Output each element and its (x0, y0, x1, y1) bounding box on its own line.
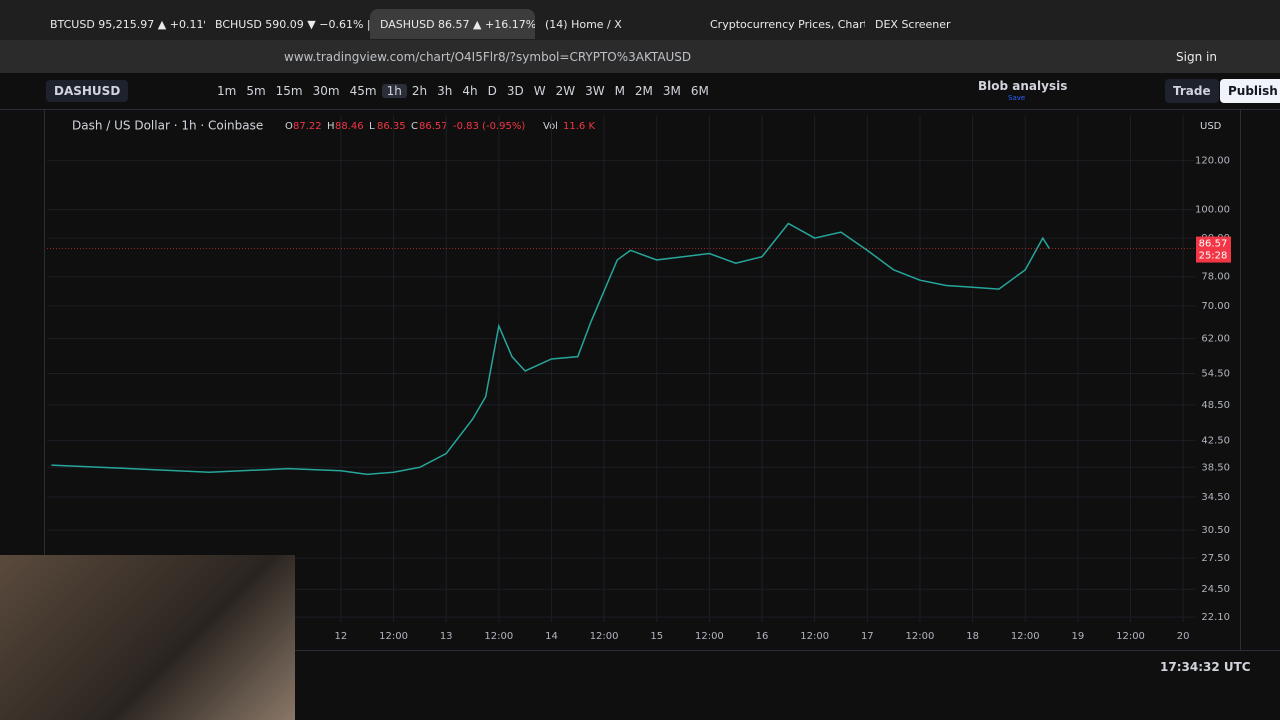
interval[interactable]: 2h (411, 84, 428, 98)
x-tick-label: 12:00 (379, 631, 408, 642)
interval[interactable]: M (614, 84, 625, 98)
y-tick-label: 48.50 (1201, 400, 1230, 411)
interval[interactable]: 6M (690, 84, 709, 98)
tab-bar: BTCUSD 95,215.97 ▲ +0.11% BCHUSD 590.09 ▼… (0, 0, 1280, 40)
x-tick-label: 13 (440, 631, 453, 642)
interval[interactable]: 5m (246, 84, 266, 98)
y-tick-label: 54.50 (1201, 368, 1230, 379)
x-tick-label: 12:00 (1011, 631, 1040, 642)
ohlc-value: 88.46 (335, 121, 364, 132)
ohlc-key: L (369, 121, 375, 132)
y-tick-label: 30.50 (1201, 525, 1230, 536)
url[interactable]: www.tradingview.com/chart/O4I5Flr8/?symb… (284, 49, 692, 64)
x-tick-label: 16 (756, 631, 769, 642)
trade-button[interactable]: Trade (1165, 79, 1219, 103)
tab[interactable]: Cryptocurrency Prices, Chart (710, 17, 865, 31)
x-tick-label: 12:00 (906, 631, 935, 642)
x-tick-label: 14 (545, 631, 558, 642)
interval[interactable]: 3W (585, 84, 605, 98)
y-tick-label: 24.50 (1201, 584, 1230, 595)
price-tag-value: 86.57 (1199, 239, 1228, 250)
y-tick-label: 62.00 (1201, 334, 1230, 345)
interval[interactable]: 45m (349, 84, 377, 98)
interval[interactable]: W (533, 84, 546, 98)
price-tag (1196, 236, 1231, 263)
interval[interactable]: D (487, 84, 497, 98)
ohlc-value: 86.35 (377, 121, 406, 132)
vol-key: Vol (543, 121, 558, 132)
tab[interactable]: BTCUSD 95,215.97 ▲ +0.11% (50, 17, 205, 31)
legend-title: Dash / US Dollar · 1h · Coinbase (72, 119, 263, 133)
price-line (51, 222, 1050, 476)
interval[interactable]: 15m (275, 84, 303, 98)
x-tick-label: 15 (650, 631, 663, 642)
ohlc-value: 86.57 (419, 121, 448, 132)
ohlc-key: H (327, 121, 335, 132)
currency[interactable]: USD (1200, 121, 1222, 132)
x-tick-label: 19 (1072, 631, 1085, 642)
change: -0.83 (-0.95%) (453, 121, 525, 132)
y-tick-label: 100.00 (1195, 205, 1230, 216)
x-tick-label: 12 (335, 631, 348, 642)
ohlc-key: C (411, 121, 418, 132)
intervals: 1m 5m 15m 30m 45m 1h 2h 3h 4h D 3D W 2W 3W M 2M 3M 6M (212, 84, 714, 98)
tab[interactable]: BCHUSD 590.09 ▼ −0.61% | (215, 17, 370, 31)
publish-button[interactable]: Publish (1220, 79, 1280, 103)
chart-toolbar: DASHUSD 1m 5m 15m 30m 45m 1h 2h 3h 4h D 3D W 2W 3W M 2M… (0, 73, 1280, 110)
tab[interactable]: DEX Screener (875, 17, 951, 31)
interval[interactable]: 3M (662, 84, 681, 98)
y-tick-label: 120.00 (1195, 155, 1230, 166)
y-tick-label: 34.50 (1201, 492, 1230, 503)
x-tick-label: 20 (1177, 631, 1190, 642)
ohlc-value: 87.22 (293, 121, 322, 132)
ohlc-key: O (285, 121, 293, 132)
y-tick-label: 27.50 (1201, 553, 1230, 564)
y-tick-label: 22.10 (1201, 612, 1230, 623)
interval[interactable]: 30m (312, 84, 340, 98)
price-tag-countdown: 25:28 (1199, 251, 1228, 262)
save[interactable]: Save (1008, 94, 1026, 102)
y-tick-label: 78.00 (1201, 272, 1230, 283)
sign-in[interactable]: Sign in (1176, 49, 1217, 64)
interval[interactable]: 2W (555, 84, 576, 98)
interval[interactable]: 4h (462, 84, 478, 98)
right-sidebar (1240, 110, 1280, 720)
x-tick-label: 12:00 (695, 631, 724, 642)
webcam (0, 555, 295, 720)
x-tick-label: 17 (861, 631, 874, 642)
clock: 17:34:32 UTC (1160, 660, 1251, 674)
interval[interactable]: 3h (437, 84, 453, 98)
layout[interactable]: Blob analysis Save (978, 80, 1067, 104)
symbol[interactable]: DASHUSD (46, 80, 129, 102)
drawing-toolbar (0, 110, 45, 650)
x-tick-label: 12:00 (484, 631, 513, 642)
y-tick-label: 70.00 (1201, 301, 1230, 312)
x-tick-label: 12:00 (590, 631, 619, 642)
address-bar: www.tradingview.com/chart/O4I5Flr8/?symb… (0, 40, 1280, 73)
layout-name: Blob analysis (978, 79, 1068, 93)
interval[interactable]: 2M (634, 84, 653, 98)
tab[interactable]: DASHUSD 86.57 ▲ +16.17% (370, 9, 535, 39)
vol: 11.6 K (563, 121, 595, 132)
x-tick-label: 12:00 (1116, 631, 1145, 642)
interval[interactable]: 1m (217, 84, 237, 98)
interval[interactable]: 3D (506, 84, 524, 98)
y-tick-label: 42.50 (1201, 436, 1230, 447)
y-tick-label: 38.50 (1201, 462, 1230, 473)
x-tick-label: 18 (966, 631, 979, 642)
interval[interactable]: 1h (381, 84, 407, 98)
tab[interactable]: (14) Home / X (545, 17, 622, 31)
x-tick-label: 12:00 (800, 631, 829, 642)
